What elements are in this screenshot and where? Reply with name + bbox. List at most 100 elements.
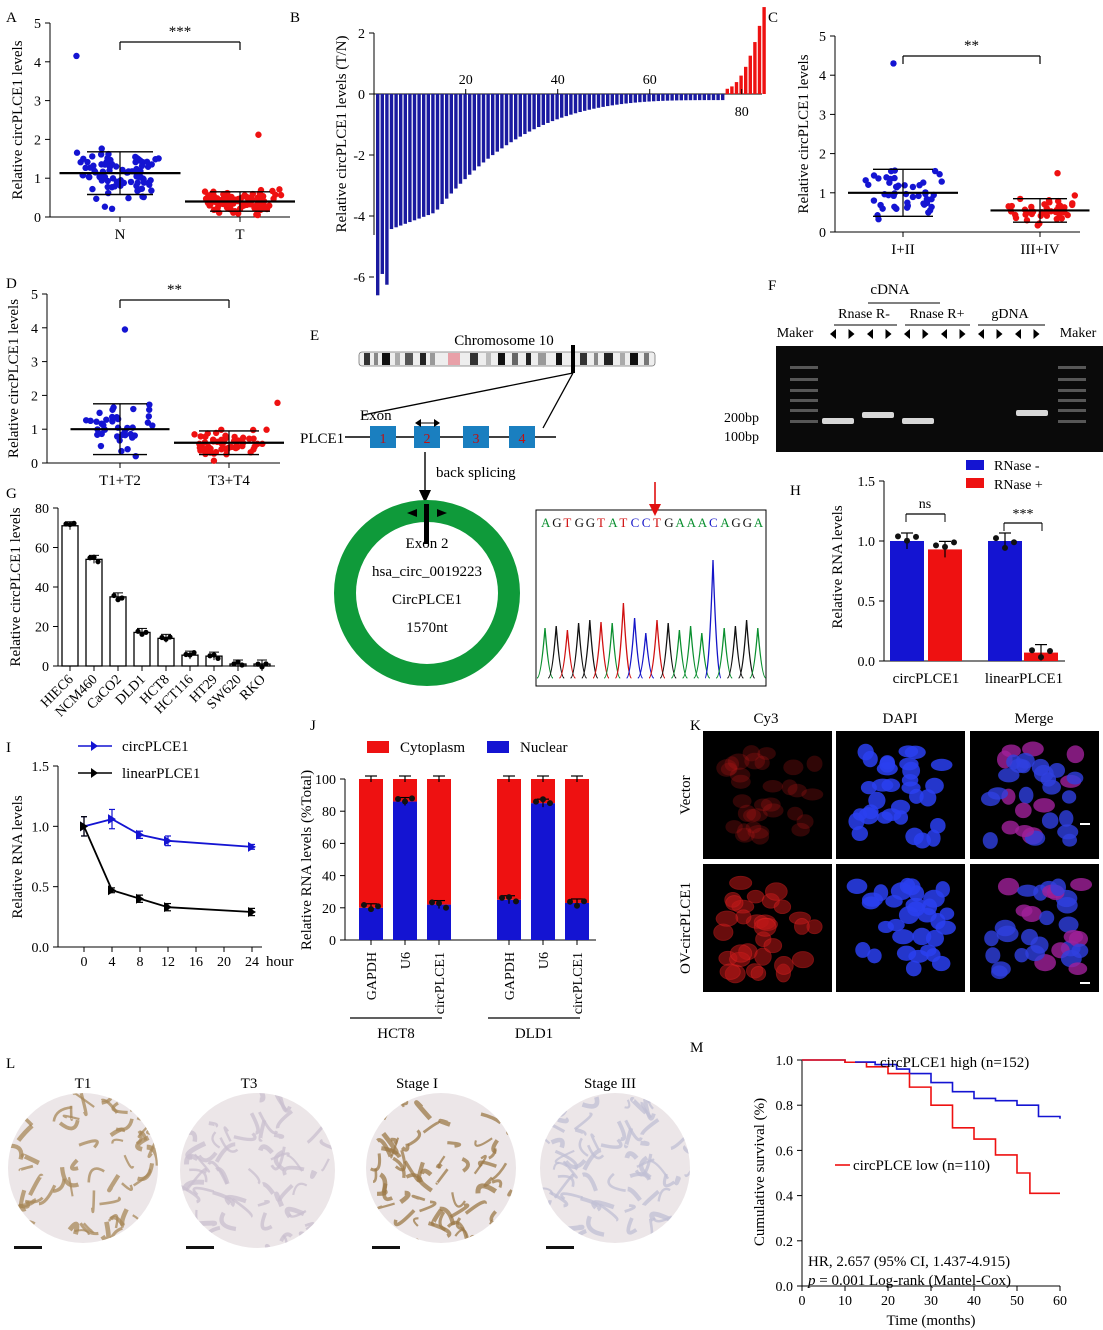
replicate-dot xyxy=(547,800,553,807)
tissue-stroke xyxy=(624,1151,639,1160)
waterfall-bar xyxy=(624,94,628,104)
cell xyxy=(919,789,937,807)
waterfall-bar xyxy=(675,94,679,101)
data-point xyxy=(110,404,117,411)
tissue-stroke xyxy=(90,1190,96,1214)
tissue-stroke xyxy=(20,1153,40,1166)
replicate-dot xyxy=(211,652,217,658)
significance-label: ** xyxy=(167,282,182,298)
chromosome-band xyxy=(644,353,649,365)
tissue-stroke xyxy=(67,1221,80,1235)
bar xyxy=(988,541,1022,661)
tissue-stroke xyxy=(262,1182,276,1195)
cell xyxy=(781,779,798,796)
tissue-stroke xyxy=(574,1127,587,1137)
tissue-stroke xyxy=(489,1210,498,1222)
data-point xyxy=(197,433,204,440)
sequence-base: A xyxy=(754,515,764,530)
cell xyxy=(806,755,823,772)
tissue-stroke xyxy=(247,1167,261,1185)
fluorescence-image xyxy=(703,864,832,992)
waterfall-bar xyxy=(532,94,536,130)
cell xyxy=(732,794,752,809)
x-tick-label: 80 xyxy=(735,105,749,120)
tissue-stroke xyxy=(557,1117,569,1124)
tissue-stroke xyxy=(381,1131,399,1155)
tissue-stroke xyxy=(586,1144,605,1160)
exon-number: 3 xyxy=(473,432,480,447)
data-point xyxy=(87,417,94,425)
scale-bar xyxy=(1080,982,1090,984)
y-tick-label: 1.0 xyxy=(858,535,876,550)
waterfall-bar xyxy=(569,94,573,115)
tissue-stroke xyxy=(211,1131,221,1149)
tissue-stroke xyxy=(121,1182,133,1191)
tissue-stroke xyxy=(258,1144,274,1155)
waterfall-bar xyxy=(684,94,688,101)
y-axis-label: Relative circPLCE1 levels (T/N) xyxy=(334,35,350,232)
tissue-stroke xyxy=(258,1119,267,1142)
y-axis-label: Relative RNA levels (%Total) xyxy=(299,770,315,950)
replicate-dot xyxy=(895,533,901,540)
cell xyxy=(1059,810,1074,827)
scale-bar xyxy=(372,1246,400,1249)
ladder-band xyxy=(1058,399,1086,402)
divergent-primers xyxy=(407,509,447,517)
waterfall-bar xyxy=(670,94,674,101)
tissue-stroke xyxy=(674,1175,682,1186)
ladder-band xyxy=(1058,409,1086,412)
tissue-stroke xyxy=(507,1188,516,1197)
chromatogram-peak xyxy=(603,622,621,679)
replicate-dot xyxy=(1029,647,1035,654)
waterfall-bar xyxy=(486,94,490,159)
data-point xyxy=(909,193,917,201)
data-marker xyxy=(164,835,172,846)
cytoplasm-segment xyxy=(359,779,383,908)
tissue-stroke xyxy=(219,1211,237,1232)
legend-marker xyxy=(91,741,98,751)
tissue-stroke xyxy=(393,1209,416,1227)
chromosome-band xyxy=(620,353,625,365)
panel-letter: I xyxy=(6,740,11,756)
waterfall-bar xyxy=(702,94,706,101)
replicate-dot xyxy=(139,631,145,637)
replicate-dot xyxy=(443,904,449,911)
y-tick-label: 40 xyxy=(35,581,49,596)
replicate-dot xyxy=(255,661,261,667)
category-label: U6 xyxy=(537,952,552,969)
tissue-stroke xyxy=(399,1190,411,1205)
cell xyxy=(982,832,998,849)
tissue-stroke xyxy=(624,1119,643,1142)
gel-band xyxy=(822,418,854,424)
data-point xyxy=(936,171,943,178)
data-point xyxy=(121,326,129,333)
data-point xyxy=(84,158,91,166)
data-point xyxy=(257,206,264,214)
cell xyxy=(1001,820,1020,835)
data-point xyxy=(232,444,240,452)
tissue-stroke xyxy=(123,1154,135,1169)
y-tick-label: 4 xyxy=(34,56,41,71)
primer-direction-arrow xyxy=(904,329,910,339)
cell xyxy=(791,822,810,837)
row-label: OV-circPLCE1 xyxy=(678,882,694,974)
cell xyxy=(1014,947,1029,963)
legend-swatch xyxy=(966,460,984,470)
tissue-stroke xyxy=(257,1200,270,1207)
ladder-band xyxy=(790,409,818,412)
primer-direction-arrow xyxy=(959,329,966,339)
y-tick-label: 20 xyxy=(322,902,336,917)
x-tick-label: 16 xyxy=(189,955,203,970)
tissue-stroke xyxy=(304,1222,315,1231)
tissue-stroke xyxy=(475,1183,498,1194)
primer-direction-arrow xyxy=(978,329,984,339)
cell xyxy=(881,808,902,821)
core-label: Stage III xyxy=(584,1076,636,1092)
y-tick-label: 0.0 xyxy=(858,655,876,670)
group-label: N xyxy=(115,227,126,243)
gel-band xyxy=(902,418,934,424)
ihc-core xyxy=(366,1093,516,1243)
data-point xyxy=(925,209,932,216)
exon-box xyxy=(370,426,396,448)
